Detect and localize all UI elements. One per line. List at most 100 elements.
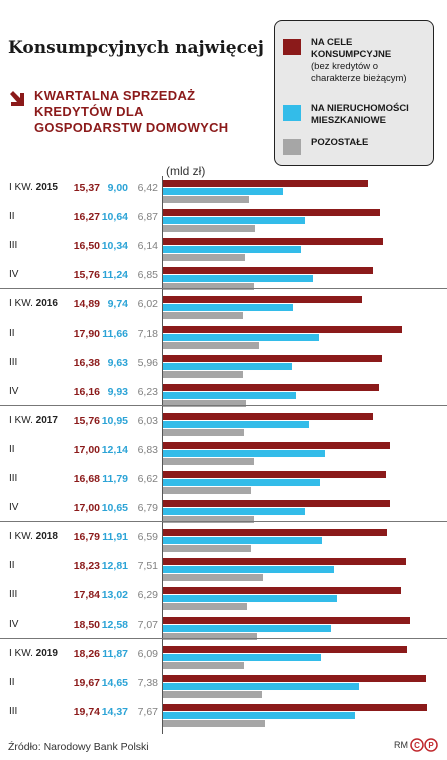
bar-consumer: [163, 238, 384, 246]
unit-label: (mld zł): [166, 164, 206, 178]
data-label-consumer: 17,84: [73, 589, 100, 602]
data-label-realestate: 11,79: [102, 473, 128, 485]
bar-consumer: [163, 383, 379, 391]
bar-realestate: [163, 275, 314, 283]
quarter-label: III: [9, 473, 18, 484]
data-label-other: 6,14: [137, 240, 158, 253]
legend-label-consumer: NA CELE KONSUMPCYJNE: [311, 37, 392, 60]
bar-realestate: [163, 508, 306, 516]
bar-other: [163, 487, 252, 494]
legend-swatch-realestate: [283, 105, 301, 121]
year-separator: [0, 637, 447, 639]
svg-text:P: P: [428, 741, 434, 750]
data-label-consumer: 17,00: [73, 443, 100, 456]
quarter-label: I KW. 2015: [9, 182, 58, 193]
data-label-other: 6,59: [137, 531, 158, 544]
bar-realestate: [163, 246, 302, 254]
legend-swatch-other: [283, 139, 301, 155]
quarter-label: IV: [9, 618, 19, 630]
quarter-label: II: [9, 211, 15, 223]
bar-consumer: [163, 500, 390, 508]
quarter-label: II: [9, 560, 15, 572]
data-label-realestate: 11,24: [102, 269, 128, 282]
bar-realestate: [163, 420, 310, 428]
legend-item-other: POZOSTAŁE: [283, 137, 368, 155]
bar-consumer: [163, 587, 402, 595]
data-label-other: 6,09: [137, 647, 158, 660]
data-label-realestate: 12,81: [101, 560, 128, 573]
data-label-consumer: 14,89: [73, 298, 100, 311]
data-label-other: 6,83: [137, 443, 158, 456]
bar-other: [163, 283, 255, 291]
bar-consumer: [163, 616, 410, 624]
bar-other: [163, 370, 243, 378]
logo-icon: C P: [410, 738, 438, 752]
quarter-label: IV: [9, 269, 19, 281]
bar-other: [163, 545, 251, 553]
bar-consumer: [163, 296, 362, 304]
data-label-other: 7,18: [137, 327, 158, 340]
bar-other: [163, 312, 244, 320]
data-label-other: 6,62: [137, 473, 158, 485]
data-label-other: 7,07: [137, 618, 158, 631]
quarter-label: III: [9, 240, 18, 252]
quarter-label: III: [9, 356, 18, 368]
data-label-other: 7,38: [137, 676, 158, 689]
data-label-other: 6,85: [137, 269, 158, 282]
bar-realestate: [163, 391, 296, 399]
quarter-label: I KW. 2017: [9, 414, 58, 426]
legend-label-other: POZOSTAŁE: [311, 137, 369, 148]
year-separator: [0, 288, 447, 290]
bar-realestate: [163, 479, 321, 486]
data-label-other: 6,23: [137, 385, 158, 398]
quarter-label: III: [9, 705, 18, 717]
bar-consumer: [163, 180, 369, 187]
bar-other: [163, 254, 245, 262]
bar-other: [163, 196, 249, 203]
data-label-realestate: 9,00: [107, 182, 128, 194]
data-label-realestate: 14,65: [101, 676, 128, 689]
bar-consumer: [163, 703, 427, 711]
publisher-logo: RM C P: [394, 738, 440, 752]
legend-swatch-consumer: [283, 39, 301, 55]
bar-other: [163, 516, 254, 524]
data-label-other: 5,96: [137, 356, 158, 369]
bar-consumer: [163, 325, 402, 333]
source-note: Źródło: Narodowy Bank Polski: [8, 741, 149, 753]
bar-other: [163, 457, 255, 465]
year-separator: [0, 404, 447, 406]
data-label-consumer: 18,50: [73, 618, 100, 631]
bar-consumer: [163, 471, 386, 478]
year-separator: [0, 521, 447, 523]
bar-consumer: [163, 209, 381, 217]
data-label-realestate: 9,93: [107, 385, 128, 398]
chart-title: Konsumpcyjnych najwięcej: [8, 38, 264, 58]
bar-consumer: [163, 529, 388, 537]
bar-realestate: [163, 682, 359, 690]
data-label-consumer: 16,38: [73, 356, 100, 369]
data-label-consumer: 16,50: [73, 240, 100, 253]
bar-consumer: [163, 441, 390, 449]
data-label-consumer: 15,76: [73, 414, 100, 427]
bar-realestate: [163, 653, 322, 661]
bar-consumer: [163, 267, 374, 275]
bar-other: [163, 690, 262, 698]
data-label-realestate: 9,63: [107, 356, 128, 369]
bar-realestate: [163, 566, 334, 574]
svg-text:C: C: [414, 741, 420, 750]
data-label-realestate: 9,74: [107, 298, 128, 311]
data-label-other: 6,79: [137, 502, 158, 515]
bar-realestate: [163, 217, 306, 225]
legend-item-consumer: NA CELE KONSUMPCYJNE (bez kredytów o cha…: [283, 37, 433, 85]
data-label-consumer: 16,79: [73, 531, 100, 544]
quarter-label: II: [9, 676, 15, 688]
quarter-label: I KW. 2016: [9, 298, 58, 310]
data-label-realestate: 14,37: [101, 705, 128, 718]
bar-realestate: [163, 333, 319, 341]
data-label-other: 6,42: [137, 182, 158, 194]
data-label-other: 6,03: [137, 414, 158, 427]
bar-other: [163, 661, 245, 669]
data-label-consumer: 17,00: [73, 502, 100, 515]
bar-realestate: [163, 362, 292, 370]
data-label-consumer: 15,76: [73, 269, 100, 282]
